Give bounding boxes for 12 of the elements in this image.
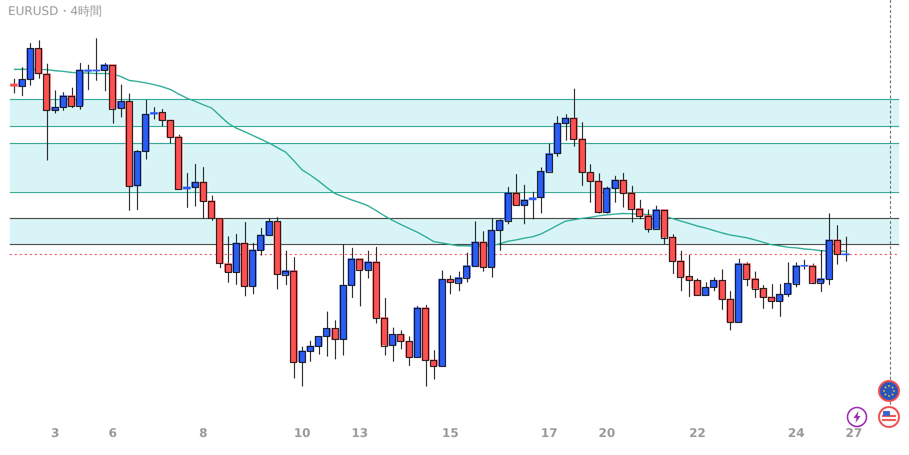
x-tick-label: 3 (50, 426, 60, 440)
x-tick-label: 24 (788, 426, 805, 440)
x-tick-label: 6 (108, 426, 117, 440)
chart-title: EURUSD・4時間 (8, 3, 102, 20)
x-tick-label: 20 (598, 426, 616, 440)
x-tick-label: 22 (689, 426, 706, 440)
x-tick-label: 8 (199, 426, 208, 440)
x-tick-label: 15 (442, 426, 459, 440)
x-tick-label: 27 (846, 426, 862, 440)
x-tick-label: 17 (540, 426, 558, 440)
x-tick-label: 13 (351, 426, 368, 440)
x-tick-label: 10 (294, 426, 311, 440)
